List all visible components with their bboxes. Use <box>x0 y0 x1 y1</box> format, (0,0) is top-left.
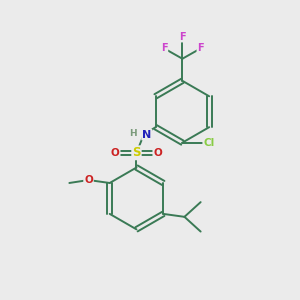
Text: F: F <box>197 44 204 53</box>
Text: N: N <box>142 130 152 140</box>
Text: F: F <box>161 44 167 53</box>
Text: O: O <box>111 148 120 158</box>
Text: O: O <box>153 148 162 158</box>
Text: Cl: Cl <box>203 138 214 148</box>
Text: F: F <box>179 32 186 42</box>
Text: S: S <box>132 146 141 159</box>
Text: O: O <box>84 175 93 185</box>
Text: H: H <box>129 130 137 139</box>
